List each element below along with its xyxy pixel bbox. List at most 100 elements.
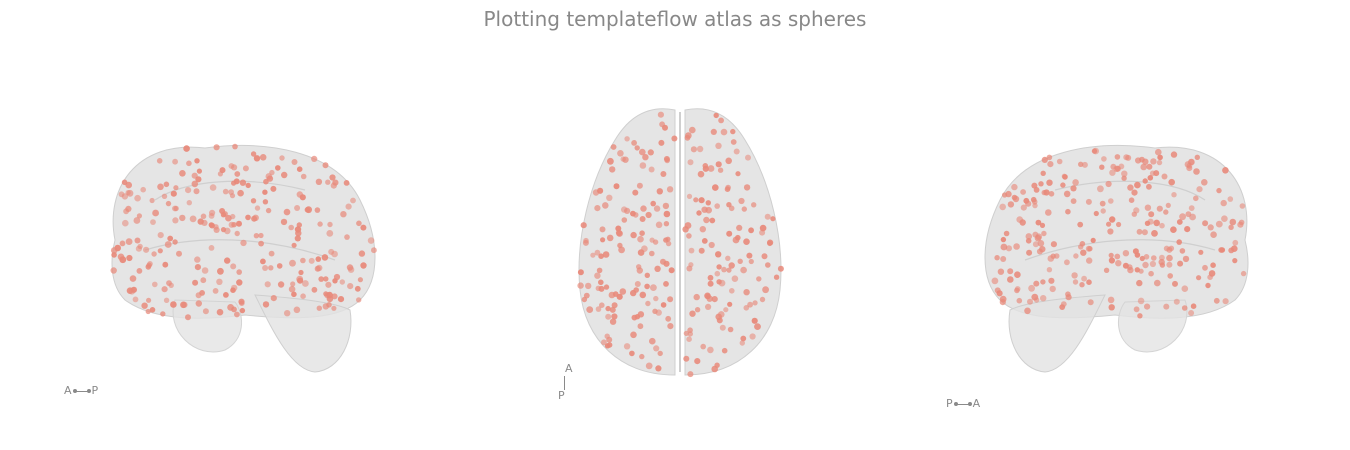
sphere-marker xyxy=(606,234,614,242)
sphere-marker xyxy=(1107,228,1114,235)
sphere-marker xyxy=(151,251,157,257)
sphere-marker xyxy=(740,266,747,274)
sphere-marker xyxy=(632,189,639,196)
sphere-marker xyxy=(653,345,660,352)
sphere-marker xyxy=(730,128,736,135)
sphere-marker xyxy=(586,306,594,313)
sphere-marker xyxy=(1041,156,1048,163)
sphere-marker xyxy=(663,221,670,227)
sphere-marker xyxy=(994,255,1000,261)
sphere-marker xyxy=(1046,154,1053,161)
sphere-marker xyxy=(1039,222,1046,228)
sphere-marker xyxy=(1239,203,1246,209)
sphere-marker xyxy=(345,203,352,210)
sphere-marker xyxy=(604,333,610,339)
sphere-marker xyxy=(1131,189,1138,196)
sphere-marker xyxy=(616,230,623,237)
sphere-marker xyxy=(645,362,653,370)
sphere-marker xyxy=(354,285,361,292)
sphere-marker xyxy=(322,303,329,310)
sphere-marker xyxy=(1050,253,1056,259)
sphere-marker xyxy=(1005,245,1012,252)
sphere-marker xyxy=(631,314,638,321)
sphere-marker xyxy=(642,154,649,161)
sphere-marker xyxy=(1060,301,1067,307)
sphere-marker xyxy=(605,305,611,312)
sphere-marker xyxy=(213,144,220,151)
sphere-marker xyxy=(1210,262,1216,268)
sphere-marker xyxy=(598,279,604,286)
sphere-marker xyxy=(170,301,177,308)
sphere-marker xyxy=(1025,238,1032,244)
sphere-marker xyxy=(179,170,186,177)
sphere-marker xyxy=(748,258,754,265)
sphere-marker xyxy=(208,245,215,251)
sphere-marker xyxy=(590,252,596,258)
sphere-marker xyxy=(110,247,118,254)
sphere-marker xyxy=(1086,257,1093,264)
sphere-marker xyxy=(1131,211,1137,217)
sphere-marker xyxy=(599,226,606,233)
sphere-marker xyxy=(237,189,244,197)
sphere-marker xyxy=(1099,164,1105,170)
sphere-marker xyxy=(1091,148,1098,154)
sphere-marker xyxy=(1045,209,1052,216)
sphere-marker xyxy=(1157,154,1163,161)
sphere-marker xyxy=(268,250,275,257)
sphere-marker xyxy=(347,283,354,290)
sphere-marker xyxy=(1227,196,1234,202)
sphere-marker xyxy=(239,179,247,186)
sphere-marker xyxy=(186,200,192,206)
sphere-marker xyxy=(639,162,647,169)
sphere-marker xyxy=(645,211,652,219)
sphere-marker xyxy=(752,300,758,306)
sphere-marker xyxy=(696,210,702,216)
sphere-marker xyxy=(163,297,170,303)
sphere-marker xyxy=(732,236,740,244)
sphere-marker xyxy=(1093,210,1099,217)
sphere-marker xyxy=(200,277,207,284)
sphere-marker xyxy=(715,251,722,258)
sphere-marker xyxy=(725,255,731,261)
sphere-marker xyxy=(270,185,277,192)
sphere-marker xyxy=(239,300,245,307)
sphere-marker xyxy=(325,179,331,185)
sphere-marker xyxy=(217,171,223,177)
sphere-marker xyxy=(1099,200,1106,207)
sphere-marker xyxy=(1207,224,1214,231)
sphere-marker xyxy=(189,215,197,223)
sphere-marker xyxy=(639,216,646,222)
sphere-marker xyxy=(1213,297,1220,304)
sphere-marker xyxy=(770,216,776,222)
sphere-marker xyxy=(202,308,209,315)
sphere-marker xyxy=(751,202,757,208)
sphere-marker xyxy=(1179,213,1186,221)
sphere-marker xyxy=(999,299,1006,306)
sphere-marker xyxy=(1146,183,1152,190)
sphere-marker xyxy=(1114,165,1121,172)
sphere-marker xyxy=(1011,194,1018,201)
sphere-marker xyxy=(1179,248,1186,254)
sphere-marker xyxy=(624,136,630,142)
sphere-marker xyxy=(662,202,670,210)
sphere-marker xyxy=(705,293,711,300)
sphere-marker xyxy=(346,264,354,271)
sphere-marker xyxy=(694,358,701,365)
sphere-marker xyxy=(1115,260,1122,267)
sphere-marker xyxy=(726,230,733,237)
sphere-marker xyxy=(726,267,732,273)
sphere-marker xyxy=(1007,276,1014,283)
sphere-marker xyxy=(222,188,229,195)
sphere-marker xyxy=(1148,211,1155,218)
sphere-marker xyxy=(604,343,611,349)
sphere-marker xyxy=(311,286,318,293)
sphere-marker xyxy=(577,269,584,276)
sphere-marker xyxy=(728,262,735,269)
sphere-marker xyxy=(164,241,172,248)
sphere-marker xyxy=(633,287,639,293)
sphere-marker xyxy=(1031,293,1039,301)
brain-view-right-sagittal xyxy=(984,145,1249,373)
sphere-marker xyxy=(715,161,722,168)
sphere-marker xyxy=(331,250,338,258)
